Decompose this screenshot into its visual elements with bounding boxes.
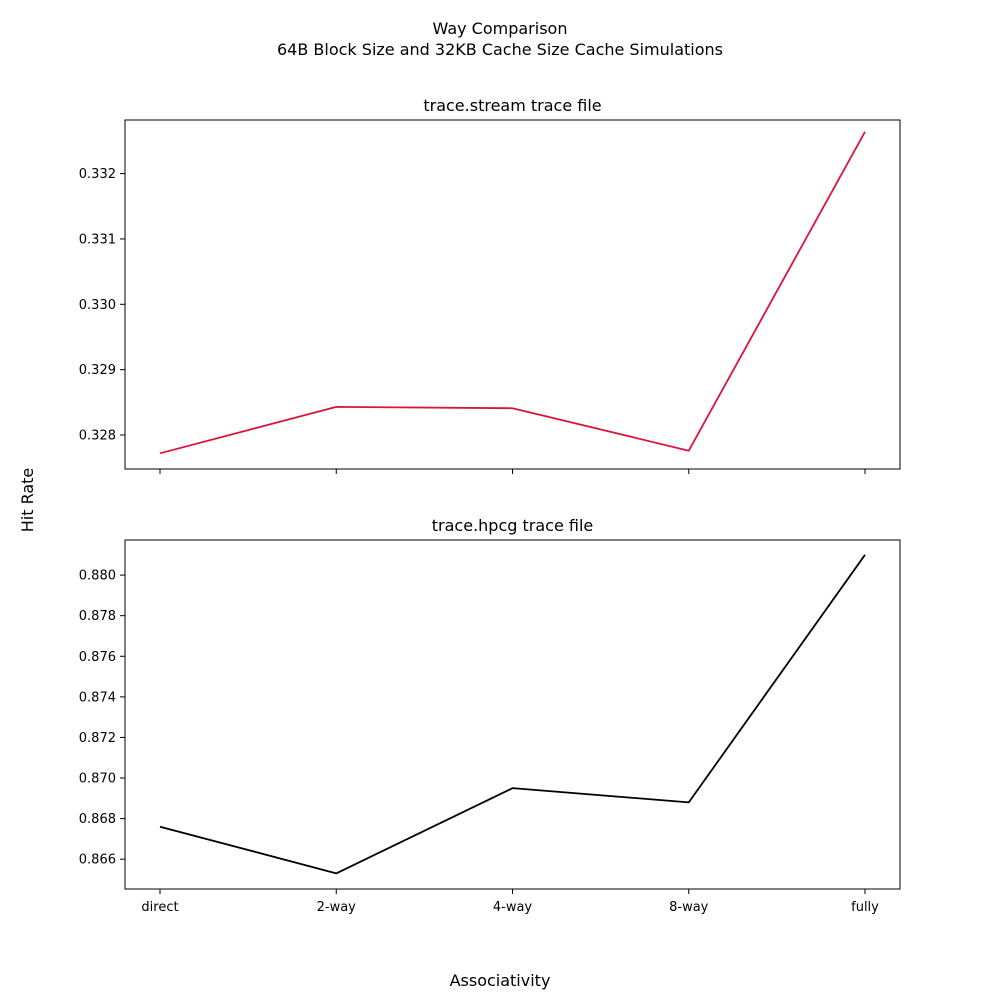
y-tick-label: 0.870 <box>79 772 116 787</box>
y-tick-label: 0.331 <box>79 232 116 247</box>
subplot-1: trace.stream trace file 0.328 0.329 0.330 0.… <box>79 96 900 474</box>
y-axis-label: Hit Rate <box>18 468 37 533</box>
subplot-title: trace.hpcg trace file <box>432 516 593 535</box>
x-tick-label: fully <box>851 900 879 915</box>
y-tick-label: 0.868 <box>79 812 116 827</box>
subplots: trace.stream trace file 0.328 0.329 0.330 0.… <box>79 96 900 915</box>
axes-frame <box>125 540 900 889</box>
x-tick-label: 2-way <box>317 900 357 915</box>
x-tick-label: 4-way <box>493 900 533 915</box>
subplot-title: trace.stream trace file <box>423 96 601 115</box>
series-line <box>160 132 865 454</box>
series-line <box>160 555 865 874</box>
figure-subtitle: 64B Block Size and 32KB Cache Size Cache… <box>277 40 723 59</box>
y-tick-label: 0.878 <box>79 609 116 624</box>
y-tick-label: 0.866 <box>79 853 116 868</box>
subplot-2: trace.hpcg trace file 0.866 0.868 0.870 0.87… <box>79 516 900 915</box>
x-tick-label: 8-way <box>669 900 709 915</box>
y-tick-label: 0.876 <box>79 650 116 665</box>
y-tick-label: 0.329 <box>79 363 116 378</box>
y-tick-label: 0.880 <box>79 569 116 584</box>
axes-frame <box>125 120 900 469</box>
y-tick-label: 0.332 <box>79 167 116 182</box>
y-tick-label: 0.874 <box>79 690 116 705</box>
figure-title: Way Comparison <box>433 19 568 38</box>
x-tick-label: direct <box>141 900 178 915</box>
x-axis-label: Associativity <box>450 971 551 990</box>
y-tick-label: 0.330 <box>79 298 116 313</box>
y-tick-label: 0.872 <box>79 731 116 746</box>
y-tick-label: 0.328 <box>79 429 116 444</box>
